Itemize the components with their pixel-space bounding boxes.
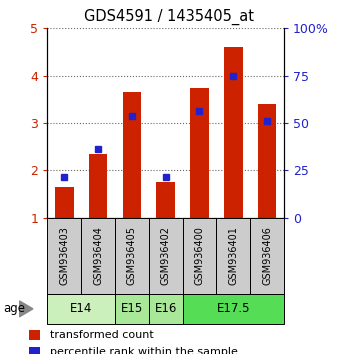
Bar <box>47 294 115 324</box>
Bar <box>149 294 183 324</box>
Bar <box>47 218 81 294</box>
Text: GDS4591 / 1435405_at: GDS4591 / 1435405_at <box>84 9 254 25</box>
Bar <box>156 182 175 218</box>
Bar <box>29 347 40 354</box>
Bar <box>81 218 115 294</box>
Bar <box>55 187 74 218</box>
Text: percentile rank within the sample: percentile rank within the sample <box>50 347 238 354</box>
Text: E14: E14 <box>70 302 92 315</box>
Bar <box>115 218 149 294</box>
Bar <box>224 47 243 218</box>
Text: GSM936405: GSM936405 <box>127 226 137 285</box>
Bar <box>123 92 141 218</box>
Bar <box>183 294 284 324</box>
Bar <box>29 330 40 341</box>
Text: GSM936402: GSM936402 <box>161 226 171 285</box>
Bar <box>216 218 250 294</box>
Text: E16: E16 <box>154 302 177 315</box>
Bar <box>115 294 149 324</box>
Text: age: age <box>3 302 25 315</box>
Text: E15: E15 <box>121 302 143 315</box>
Bar <box>190 87 209 218</box>
Bar <box>258 104 276 218</box>
Text: transformed count: transformed count <box>50 330 153 340</box>
Text: GSM936401: GSM936401 <box>228 226 238 285</box>
Text: GSM936400: GSM936400 <box>194 226 204 285</box>
Bar <box>149 218 183 294</box>
Text: GSM936404: GSM936404 <box>93 226 103 285</box>
Bar <box>250 218 284 294</box>
Bar <box>183 218 216 294</box>
Text: E17.5: E17.5 <box>216 302 250 315</box>
Polygon shape <box>20 301 33 317</box>
Text: GSM936406: GSM936406 <box>262 226 272 285</box>
Text: GSM936403: GSM936403 <box>59 226 69 285</box>
Bar <box>89 154 107 218</box>
